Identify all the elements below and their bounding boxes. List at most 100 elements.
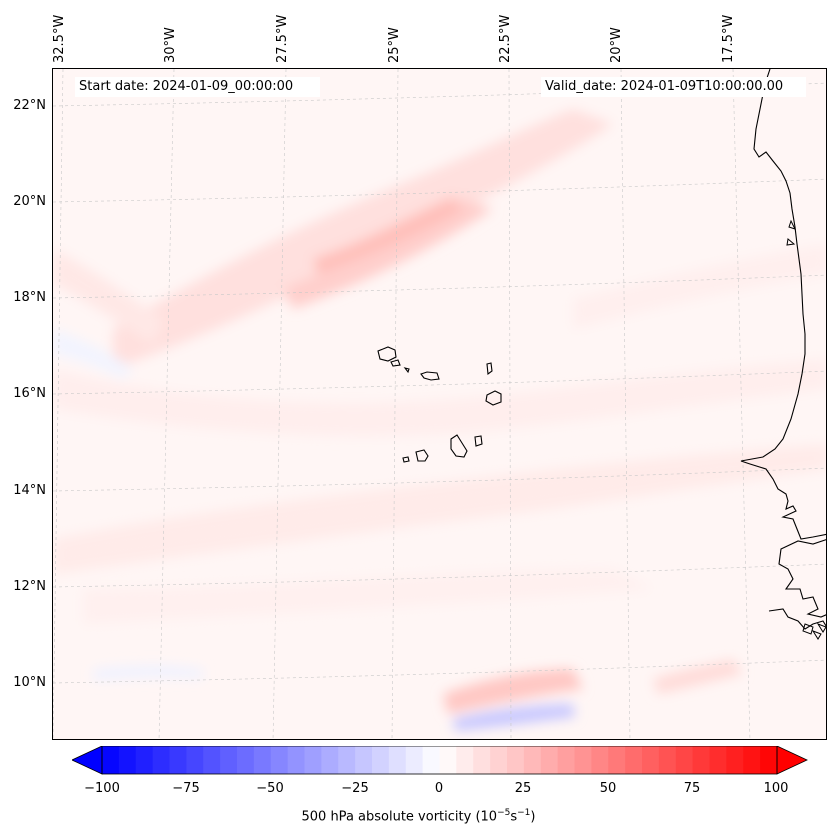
island-maio (474, 435, 483, 447)
colorbar-tick-minus-25: −25 (341, 781, 369, 796)
colorbar-cell (743, 746, 761, 774)
colorbar-cell (608, 746, 626, 774)
colorbar-cell (405, 746, 424, 774)
colorbar-outline (101, 746, 778, 775)
lon-label-20w: 20°W (609, 27, 624, 63)
colorbar-cell (456, 746, 474, 774)
island-santiago (450, 434, 468, 458)
colorbar-cell (523, 746, 542, 774)
colorbar-cell (557, 746, 575, 774)
colorbar-cell (321, 746, 339, 774)
colorbar-cell (574, 746, 592, 774)
lon-label-22-5w: 22.5°W (498, 14, 513, 63)
lat-label-22n: 22°N (13, 98, 46, 113)
lat-label-20n: 20°N (13, 194, 46, 209)
gridline-lon-32-5w (53, 69, 64, 739)
colorbar-cell (135, 746, 154, 774)
positive-band-south (83, 569, 653, 624)
lat-label-14n: 14°N (13, 483, 46, 498)
valid-date-label: Valid_date: 2024-01-09T10:00:00.00 (541, 78, 788, 95)
negative-band-southwest (93, 665, 203, 681)
positive-band-north (113, 109, 613, 369)
colorbar-tick-0: 0 (434, 781, 444, 796)
africa-coastline-south (778, 539, 826, 618)
colorbar-cell (355, 746, 373, 774)
colorbar-cell (726, 746, 744, 774)
colorbar-cell (287, 746, 305, 774)
colorbar-tick-minus-100: −100 (84, 781, 120, 796)
colorbar-cell (186, 746, 204, 774)
lat-label-18n: 18°N (13, 290, 46, 305)
colorbar-cell (237, 746, 255, 774)
gridline-lon-22-5w (508, 69, 512, 739)
gridline-lat-16n (53, 370, 826, 395)
colorbar-cell (152, 746, 170, 774)
gridline-lat-10n (53, 659, 826, 684)
colorbar-cell (372, 746, 390, 774)
colorbar-label-suffix: ) (530, 809, 536, 825)
colorbar-cell (692, 746, 710, 774)
colorbar-cell (642, 746, 660, 774)
positive-core-south (443, 669, 583, 714)
colorbar-cell (203, 746, 221, 774)
colorbar-cell (102, 746, 120, 774)
africa-coastline (740, 69, 826, 540)
island-santa-luzia (403, 367, 410, 374)
colorbar-cell (304, 746, 322, 774)
negative-band-south (453, 704, 575, 731)
lon-label-27-5w: 27.5°W (275, 14, 290, 63)
island-sal (486, 362, 493, 376)
africa-coastline-southeast (768, 608, 826, 630)
colorbar-cell (473, 746, 491, 774)
colorbar-cell (220, 746, 238, 774)
gridline-lat-20n (53, 178, 826, 203)
colorbar-cell (253, 746, 272, 774)
vorticity-map (53, 69, 826, 739)
colorbar-cell (439, 746, 457, 774)
colorbar-cell (709, 746, 727, 774)
colorbar-cell (675, 746, 694, 774)
gridline-lon-17-5w (732, 69, 751, 739)
colorbar-tick-25: 25 (514, 781, 532, 796)
island-sao-nicolau (420, 371, 440, 381)
positive-band-west (53, 249, 163, 344)
colorbar-cell (760, 746, 778, 774)
colorbar-cell (118, 746, 137, 774)
lat-label-12n: 12°N (13, 579, 46, 594)
colorbar (72, 746, 808, 775)
start-date-label: Start date: 2024-01-09_00:00:00 (75, 78, 298, 95)
negative-band-west (53, 329, 133, 379)
island-brava (402, 456, 410, 463)
gridline-lon-27-5w (272, 69, 287, 739)
gridline-lat-22n (53, 82, 826, 107)
lon-label-32-5w: 32.5°W (52, 14, 67, 63)
positive-band-north-core (283, 199, 493, 309)
map-panel[interactable]: Start date: 2024-01-09_00:00:00 Valid_da… (52, 68, 827, 740)
colorbar-label-exp2: −1 (517, 808, 531, 818)
gridline-lon-30w (158, 69, 175, 739)
positive-band-midsouth (53, 444, 826, 574)
colorbar-cell (507, 746, 525, 774)
gridline-lat-14n (53, 467, 826, 492)
island-fogo (415, 449, 429, 462)
colorbar-cell (422, 746, 440, 774)
colorbar-label-prefix: 500 hPa absolute vorticity (10 (301, 809, 498, 825)
colorbar-cell (625, 746, 643, 774)
vorticity-contours (53, 109, 826, 731)
gridline-lon-20w (620, 69, 631, 739)
colorbar-cell (388, 746, 407, 774)
colorbar-cells (102, 746, 778, 774)
colorbar-tick-75: 75 (683, 781, 701, 796)
gorée-island (786, 219, 796, 246)
island-santo-antao (377, 346, 397, 362)
island-sao-vicente (390, 359, 401, 367)
gridline-lon-25w (391, 69, 399, 739)
colorbar-cell (270, 746, 289, 774)
colorbar-cell (490, 746, 508, 774)
colorbar-cell (540, 746, 559, 774)
colorbar-tick-minus-50: −50 (256, 781, 284, 796)
cape-verde-islands (377, 346, 502, 463)
colorbar-extend-high (776, 746, 808, 775)
gridline-lat-18n (53, 274, 826, 299)
colorbar-cell (591, 746, 609, 774)
